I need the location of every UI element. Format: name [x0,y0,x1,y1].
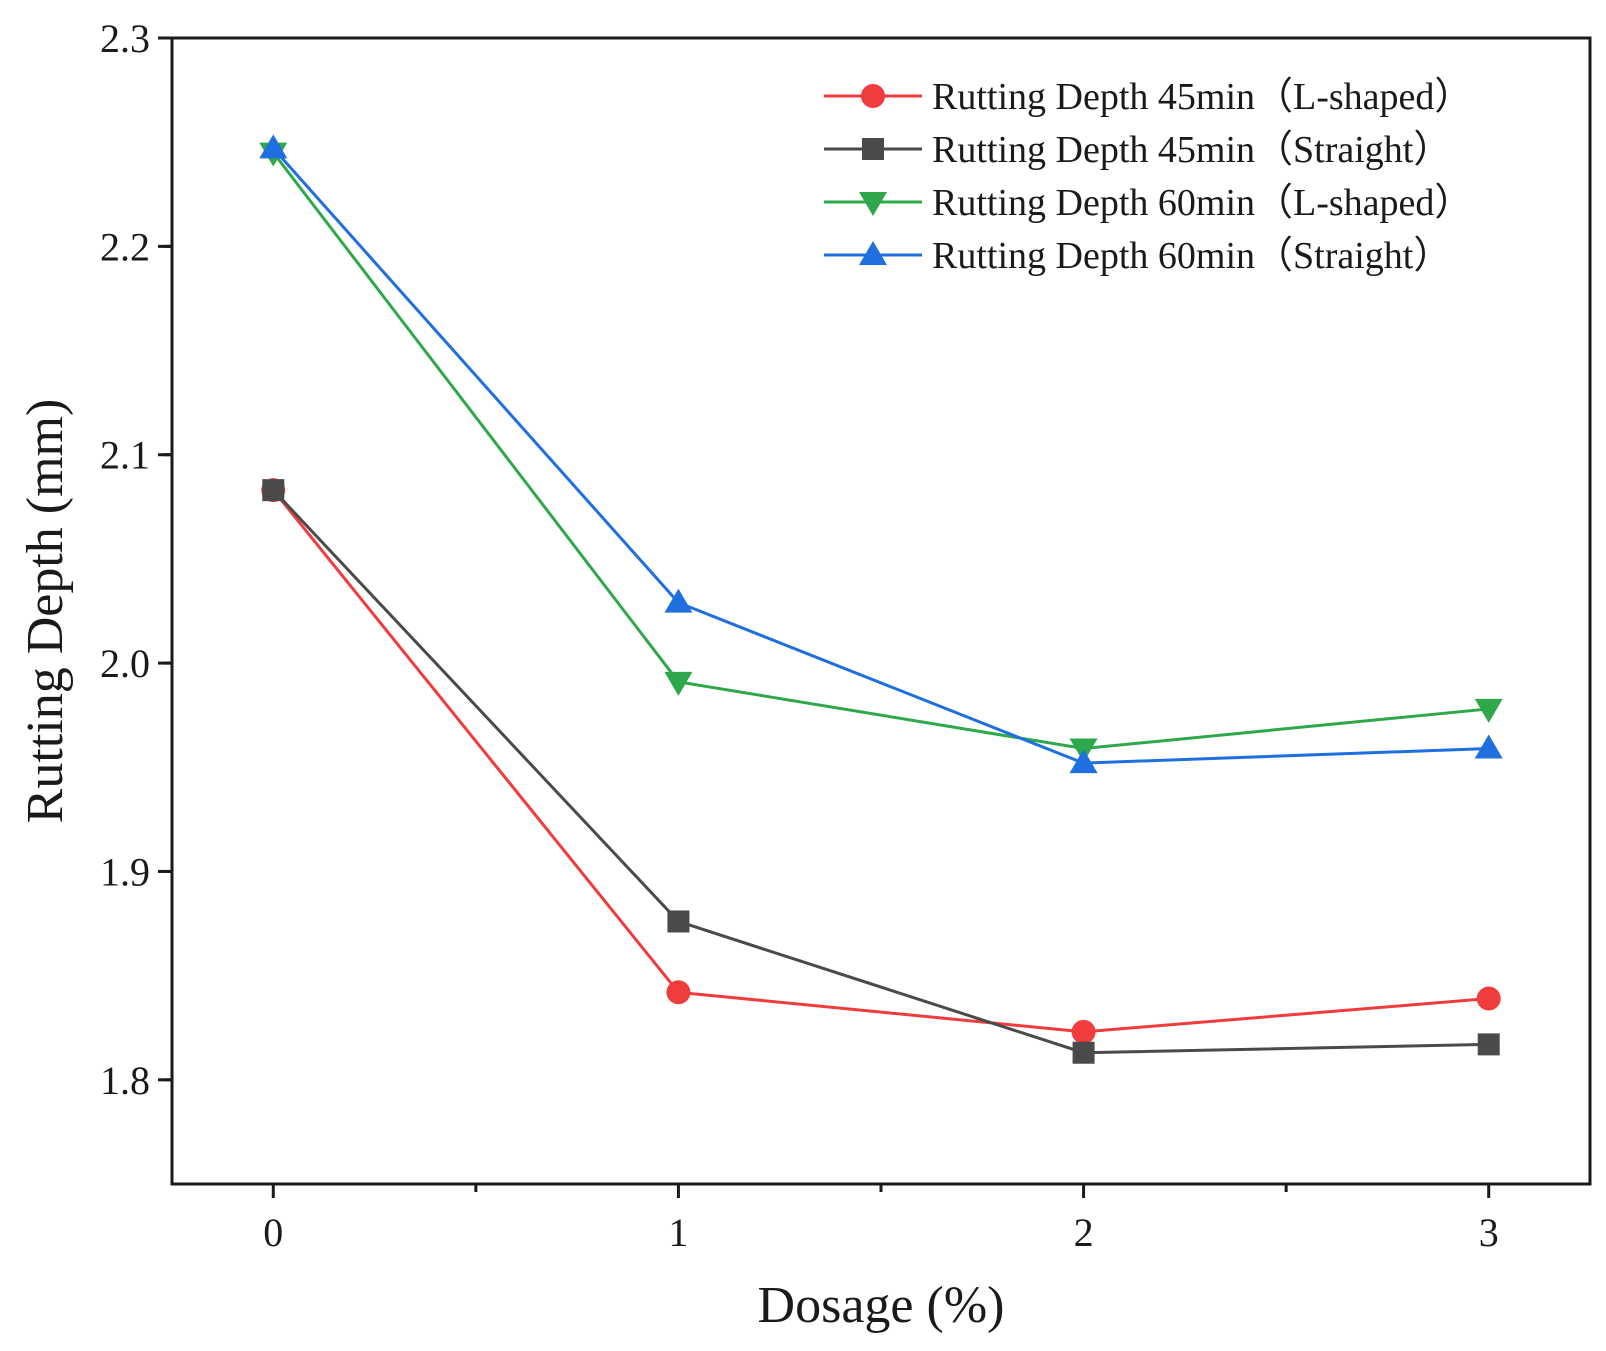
series-line-1 [272,489,1489,1034]
legend-label-1: Rutting Depth 45min（L-shaped） [932,76,1472,118]
x-axis-title: Dosage (%) [758,1277,1005,1334]
series-2-point [1072,1041,1095,1064]
series-3-point [664,671,693,696]
series-1-point [1476,986,1501,1011]
x-tick-label: 0 [263,1210,283,1255]
series-1-point [666,980,691,1005]
series-2-point [667,910,690,933]
x-tick-label: 3 [1479,1210,1499,1255]
legend-marker-4 [859,241,887,265]
y-tick-label: 2.2 [100,224,150,269]
series-line-2 [272,489,1489,1055]
series-3-point [1474,698,1503,723]
y-axis-tick-labels: 1.8 1.9 2.0 2.1 2.2 2.3 [100,16,150,1103]
y-tick-label: 2.3 [100,16,150,61]
y-tick-label: 2.1 [100,433,150,478]
y-tick-label: 1.8 [100,1058,150,1103]
legend-marker-3 [859,192,887,216]
series-line-3 [272,151,1489,751]
legend-label-3: Rutting Depth 60min（L-shaped） [932,182,1472,224]
series-line-4 [272,147,1489,765]
x-axis-tick-labels: 0 1 2 3 [263,1210,1498,1255]
series-4-point [1474,734,1503,759]
series-2-point [262,479,285,502]
y-tick-label: 1.9 [100,849,150,894]
y-tick-label: 2.0 [100,641,150,686]
legend-label-2: Rutting Depth 45min（Straight） [932,129,1451,171]
series-2-point [1477,1033,1500,1056]
legend-marker-2 [862,138,884,160]
series-1-point [1071,1019,1096,1044]
legend-label-4: Rutting Depth 60min（Straight） [932,235,1451,277]
x-tick-label: 2 [1074,1210,1094,1255]
y-axis-title: Rutting Depth (mm) [17,399,74,824]
series-4-point [1069,749,1098,774]
series-4-point [259,134,288,159]
x-tick-label: 1 [668,1210,688,1255]
legend: Rutting Depth 45min（L-shaped） Rutting Dep… [824,76,1472,277]
plot-area [259,134,1503,1064]
axis-ticks [158,36,1491,1198]
series-4-point [664,588,693,613]
legend-marker-1 [861,84,885,108]
